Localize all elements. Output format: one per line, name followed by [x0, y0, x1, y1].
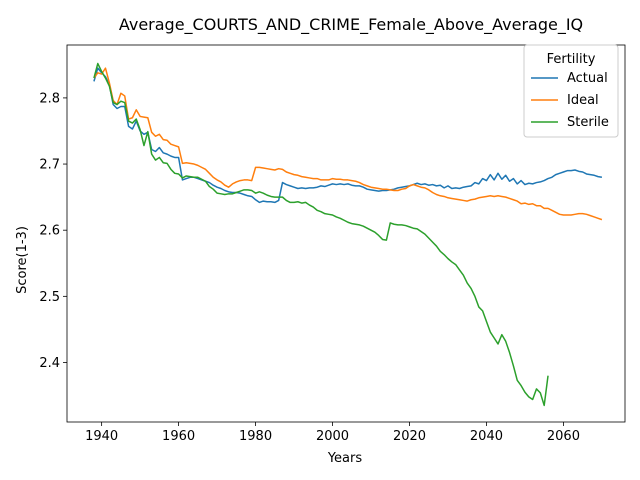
legend-entries: Actual Ideal Sterile [531, 71, 609, 130]
series-lines [93, 62, 603, 407]
x-tick-label: 1980 [239, 429, 272, 444]
x-axis: 1940 1960 1980 2000 2020 2040 2060 [85, 422, 580, 444]
x-tick-label: 1960 [162, 429, 195, 444]
series-line-ideal [93, 67, 603, 221]
y-tick-label: 2.5 [39, 290, 60, 305]
legend-title: Fertility [547, 52, 596, 67]
y-tick-label: 2.7 [39, 158, 60, 173]
legend-label-sterile: Sterile [567, 115, 609, 130]
legend-label-ideal: Ideal [567, 93, 599, 108]
legend-label-actual: Actual [567, 71, 608, 86]
series-line-actual [93, 67, 603, 204]
x-tick-label: 2020 [393, 429, 426, 444]
y-axis: 2.4 2.5 2.6 2.7 2.8 [39, 91, 67, 371]
series-line-sterile [93, 62, 549, 407]
plot-area: 1940 1960 1980 2000 2020 2040 2060 2.42.52.62.… [39, 44, 626, 444]
y-tick-label: 2.8 [39, 91, 60, 106]
x-tick-label: 2040 [470, 429, 503, 444]
x-tick-label: 1940 [85, 429, 118, 444]
y-axis-label: Score(1-3) [15, 226, 30, 294]
legend: Fertility Actual Ideal Sterile [523, 44, 619, 138]
chart-title: Average_COURTS_AND_CRIME_Female_Above_Av… [119, 15, 583, 35]
y-tick-label: 2.6 [39, 224, 60, 239]
y-tick-label: 2.4 [39, 356, 60, 371]
legend-box [523, 44, 619, 138]
x-tick-label: 2060 [547, 429, 580, 444]
plot-frame [66, 44, 626, 423]
x-axis-label: Years [327, 451, 363, 466]
x-tick-label: 2000 [316, 429, 349, 444]
